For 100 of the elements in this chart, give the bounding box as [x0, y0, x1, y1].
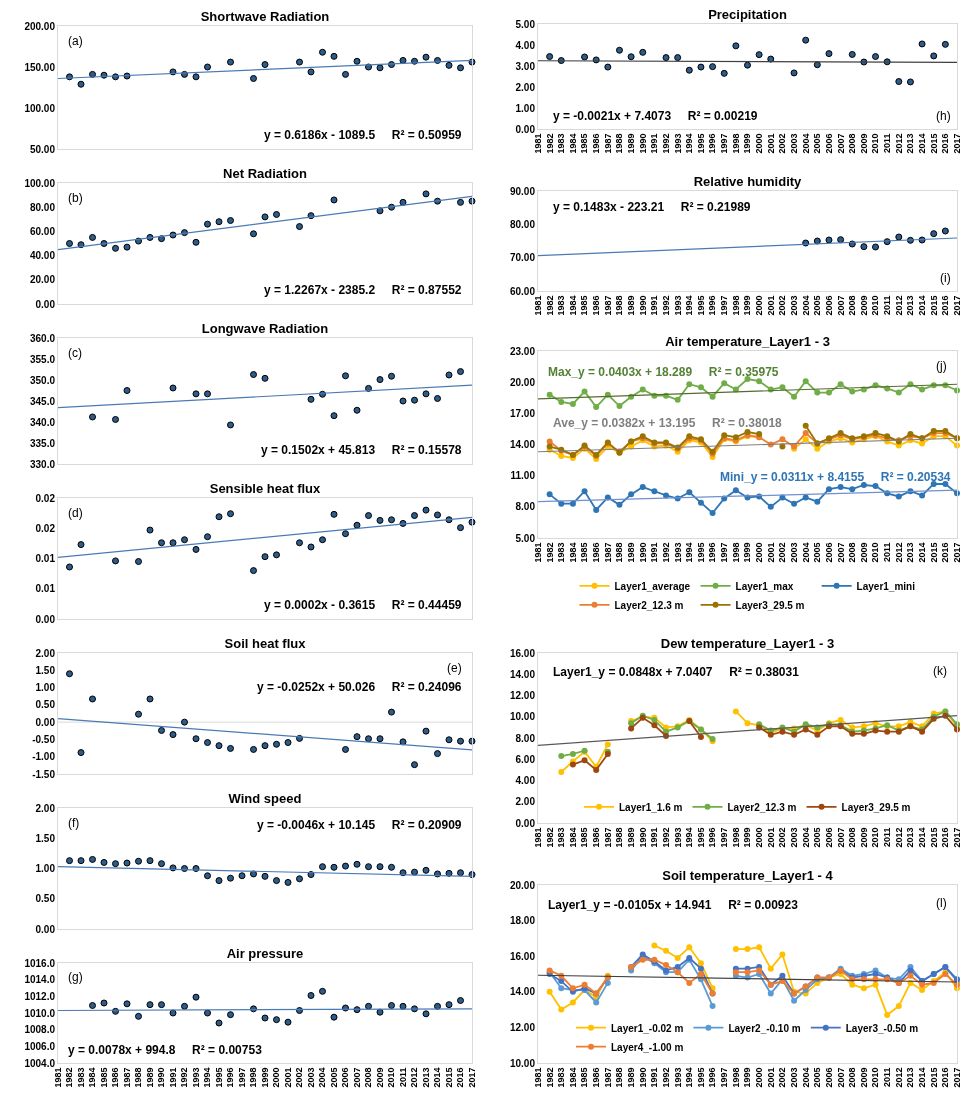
x-tick-label: 2007 [835, 542, 846, 563]
y-tick-label: 0.50 [35, 699, 56, 711]
annotation: (c) [68, 346, 82, 360]
x-tick-label: 1993 [672, 827, 683, 848]
x-tick-label: 1998 [730, 133, 741, 154]
x-tick-label: 1984 [567, 542, 578, 563]
y-tick-label: 2.00 [515, 796, 536, 808]
chart-title: Soil temperature_Layer1 - 4 [662, 868, 834, 883]
x-tick-label: 2004 [317, 1067, 328, 1088]
x-tick-label: 1996 [707, 295, 718, 316]
annotation: Max_y = 0.0403x + 18.289 R² = 0.35975 [548, 365, 779, 379]
annotation: y = 0.1483x - 223.21 R² = 0.21989 [553, 200, 751, 214]
x-tick-label: 1990 [637, 295, 648, 316]
annotation: y = -0.0021x + 7.4073 R² = 0.00219 [553, 109, 758, 123]
x-tick-label: 1987 [602, 542, 613, 563]
annotation: Layer1_y = -0.0105x + 14.941 R² = 0.00923 [548, 898, 799, 912]
x-tick-label: 2002 [777, 133, 788, 154]
annotation: y = 0.0002x - 0.3615 R² = 0.44459 [264, 598, 462, 612]
x-tick-label: 2006 [340, 1067, 351, 1088]
x-tick-label: 1999 [742, 1067, 753, 1088]
x-tick-label: 1999 [742, 295, 753, 316]
annotation: (f) [68, 816, 80, 830]
x-tick-label: 1994 [202, 1067, 213, 1088]
x-tick-label: 2017 [951, 1067, 962, 1088]
chart-title: Shortwave Radiation [200, 9, 330, 24]
y-tick-label: 6.00 [515, 753, 536, 765]
y-tick-label: 16.00 [509, 647, 536, 659]
x-tick-label: 1992 [660, 542, 671, 563]
y-tick-label: 1.00 [515, 102, 536, 114]
x-tick-label: 2002 [777, 542, 788, 563]
y-tick-label: 40.00 [29, 250, 56, 262]
x-tick-label: 1998 [730, 1067, 741, 1088]
x-tick-label: 2008 [847, 827, 858, 848]
x-tick-label: 2014 [917, 542, 928, 563]
annotation: Mini_y = 0.0311x + 8.4155 R² = 0.20534 [720, 470, 951, 484]
x-tick-label: 2009 [858, 542, 869, 563]
annotation: y = 0.1502x + 45.813 R² = 0.15578 [261, 443, 462, 457]
x-tick-label: 2001 [765, 133, 776, 154]
x-tick-label: 1999 [742, 827, 753, 848]
x-tick-label: 1986 [591, 133, 602, 154]
x-tick-label: 2005 [812, 827, 823, 848]
x-tick-label: 2013 [905, 295, 916, 316]
x-tick-label: 1988 [614, 133, 625, 154]
x-tick-label: 2000 [271, 1067, 282, 1088]
x-tick-label: 1991 [649, 542, 660, 563]
x-tick-label: 1997 [719, 133, 730, 154]
x-tick-label: 1984 [567, 1067, 578, 1088]
x-tick-label: 1994 [684, 542, 695, 563]
y-tick-label: 1.00 [35, 863, 56, 874]
legend-label: Layer3_29.5 m [841, 801, 911, 813]
y-tick-label: 0.00 [35, 923, 56, 935]
x-tick-label: 2004 [800, 1067, 811, 1088]
x-tick-label: 1991 [649, 295, 660, 316]
x-tick-label: 2007 [835, 827, 846, 848]
x-tick-label: 1985 [579, 133, 590, 154]
x-tick-label: 2001 [765, 542, 776, 563]
y-tick-label: 330.0 [29, 458, 56, 470]
annotation: (h) [936, 109, 951, 123]
x-tick-label: 1994 [684, 827, 695, 848]
x-tick-label: 1994 [684, 295, 695, 316]
y-tick-label: 0.01 [35, 583, 56, 595]
y-tick-label: 18.00 [509, 915, 536, 927]
x-tick-label: 1984 [567, 295, 578, 316]
x-tick-label: 1981 [532, 295, 543, 316]
x-tick-label: 1982 [544, 295, 555, 316]
y-tick-label: 23.00 [509, 345, 536, 357]
x-tick-label: 2013 [905, 1067, 916, 1088]
x-tick-label: 1993 [672, 133, 683, 154]
x-tick-label: 1999 [742, 542, 753, 563]
x-tick-label: 1998 [730, 295, 741, 316]
x-tick-label: 1998 [730, 827, 741, 848]
x-tick-label: 2015 [928, 542, 939, 563]
y-tick-label: 80.00 [29, 201, 56, 213]
x-tick-label: 2006 [823, 1067, 834, 1088]
x-tick-label: 2015 [928, 295, 939, 316]
x-tick-label: 2007 [835, 1067, 846, 1088]
x-tick-label: 2006 [823, 542, 834, 563]
x-tick-label: 1990 [637, 1067, 648, 1088]
x-tick-label: 1989 [626, 827, 637, 848]
x-tick-label: 1997 [719, 827, 730, 848]
x-tick-label: 1989 [626, 295, 637, 316]
x-tick-label: 2016 [455, 1067, 466, 1088]
annotation: y = 0.0078x + 994.8 R² = 0.00753 [68, 1043, 263, 1057]
y-tick-label: 2.00 [35, 802, 56, 814]
x-tick-label: 1992 [179, 1067, 190, 1088]
y-tick-label: 11.00 [510, 470, 536, 482]
x-tick-label: 1984 [567, 827, 578, 848]
x-tick-label: 1987 [602, 1067, 613, 1088]
x-tick-label: 2002 [777, 827, 788, 848]
y-tick-label: 17.00 [509, 407, 536, 419]
x-tick-label: 2011 [882, 133, 893, 154]
x-tick-label: 2004 [800, 827, 811, 848]
y-tick-label: 150.00 [24, 61, 56, 73]
x-tick-label: 1984 [567, 133, 578, 154]
annotation: (j) [936, 359, 947, 373]
x-tick-label: 1983 [75, 1067, 86, 1088]
annotation: (a) [68, 34, 83, 48]
x-tick-label: 1989 [626, 1067, 637, 1088]
annotation: (k) [933, 664, 947, 678]
annotation: y = 1.2267x - 2385.2 R² = 0.87552 [264, 283, 462, 297]
